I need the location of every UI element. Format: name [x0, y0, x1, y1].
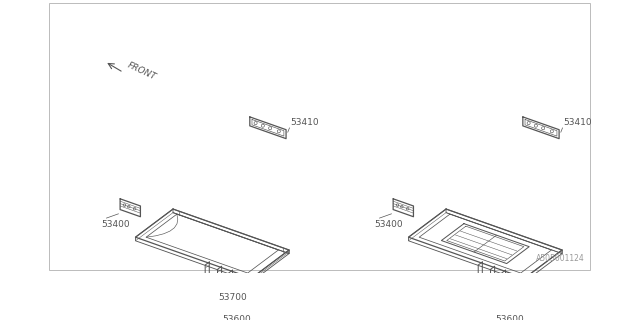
Text: 53600: 53600	[222, 315, 251, 320]
Text: A505001124: A505001124	[536, 254, 584, 263]
Text: 53400: 53400	[374, 220, 403, 229]
Text: 53600: 53600	[495, 315, 524, 320]
Text: 53700: 53700	[218, 293, 247, 302]
Text: 53400: 53400	[101, 220, 130, 229]
Text: 53410: 53410	[563, 118, 592, 127]
Text: FRONT: FRONT	[126, 60, 157, 81]
Text: 53410: 53410	[291, 118, 319, 127]
